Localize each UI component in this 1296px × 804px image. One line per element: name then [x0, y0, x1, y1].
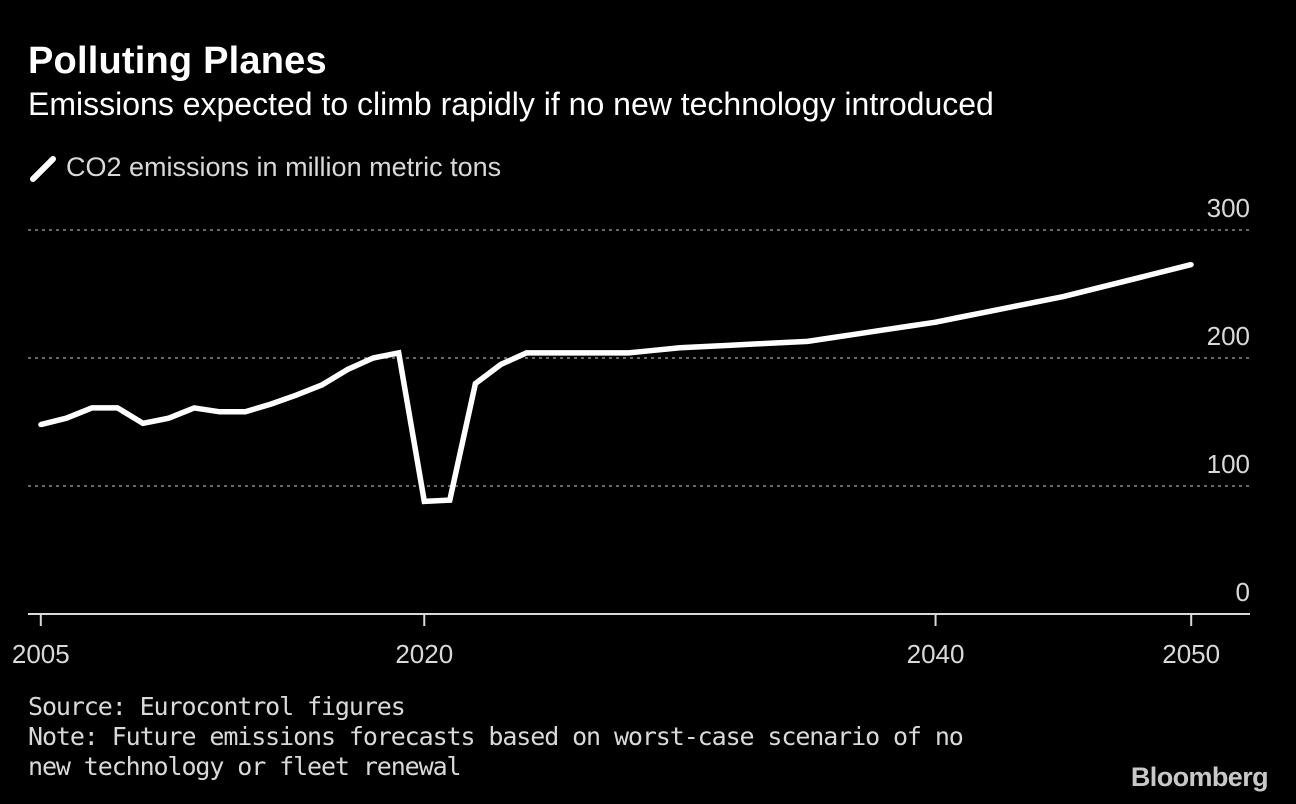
data-point-2017	[344, 366, 351, 373]
data-point-2045	[1060, 293, 1066, 300]
data-point-2005	[38, 421, 44, 428]
data-point-2006	[63, 415, 69, 421]
data-point-2023	[498, 361, 504, 367]
data-point-2018	[370, 355, 376, 361]
data-point-2043	[1009, 304, 1015, 310]
x-tick-label-1: 2020	[395, 639, 453, 669]
data-point-2037	[856, 331, 862, 337]
tick-labels: 0 100 200 300 2005 2020 2040 2050	[12, 193, 1250, 669]
bloomberg-logo: Bloomberg	[1130, 762, 1269, 792]
data-point-2041	[958, 314, 964, 320]
data-point-2048	[1137, 274, 1143, 280]
data-point-2022	[472, 381, 478, 387]
data-point-2039	[907, 323, 913, 329]
series	[38, 261, 1194, 505]
y-tick-label-1: 100	[1207, 449, 1250, 479]
gridlines	[28, 229, 1250, 487]
data-point-2009	[140, 420, 146, 426]
data-point-2036	[830, 334, 836, 341]
data-point-2030	[677, 345, 683, 351]
data-point-2026	[575, 350, 581, 356]
data-point-2013	[242, 409, 248, 415]
x-tick-label-3: 2050	[1162, 639, 1220, 669]
data-point-2024	[523, 350, 530, 356]
data-point-2050	[1188, 261, 1194, 268]
data-point-2042	[984, 309, 990, 315]
x-tick-label-2: 2040	[907, 639, 965, 669]
data-point-2025	[549, 350, 555, 356]
data-point-2008	[114, 405, 121, 411]
data-point-2015	[293, 392, 300, 398]
chart-subtitle: Emissions expected to climb rapidly if n…	[28, 86, 994, 122]
axes	[28, 613, 1250, 626]
y-tick-label-0: 0	[1236, 577, 1250, 607]
data-point-2046	[1086, 287, 1092, 293]
y-tick-label-2: 200	[1207, 321, 1250, 351]
legend-label: CO2 emissions in million metric tons	[66, 151, 502, 182]
data-point-2035	[805, 338, 811, 344]
source-note: Source: Eurocontrol figures	[28, 692, 406, 721]
legend-line-icon	[30, 156, 56, 182]
data-point-2040	[932, 319, 939, 325]
series-line-0	[40, 261, 1192, 505]
data-point-2044	[1035, 299, 1041, 305]
data-point-2012	[217, 409, 223, 415]
data-point-2049	[1163, 268, 1169, 274]
data-point-2034	[779, 340, 785, 346]
data-point-2010	[166, 415, 172, 421]
data-point-2016	[319, 382, 325, 388]
data-point-2029	[651, 347, 657, 353]
x-tick-label-0: 2005	[12, 639, 70, 669]
footnote: Note: Future emissions forecasts based o…	[28, 722, 964, 781]
data-point-2047	[1111, 281, 1118, 287]
data-point-2007	[89, 405, 95, 411]
data-point-2011	[191, 405, 197, 411]
data-point-2038	[881, 327, 888, 333]
data-point-2020	[421, 498, 427, 504]
data-point-2031	[702, 343, 709, 350]
y-tick-label-3: 300	[1207, 193, 1250, 223]
data-point-2033	[753, 341, 760, 347]
data-point-2019	[396, 350, 402, 356]
data-point-2032	[728, 342, 734, 348]
legend: CO2 emissions in million metric tons	[28, 150, 501, 184]
chart-title: Polluting Planes	[28, 40, 327, 82]
data-point-2014	[268, 401, 274, 407]
data-point-2021	[447, 497, 453, 503]
data-point-2028	[626, 350, 632, 356]
data-point-2027	[600, 350, 606, 356]
